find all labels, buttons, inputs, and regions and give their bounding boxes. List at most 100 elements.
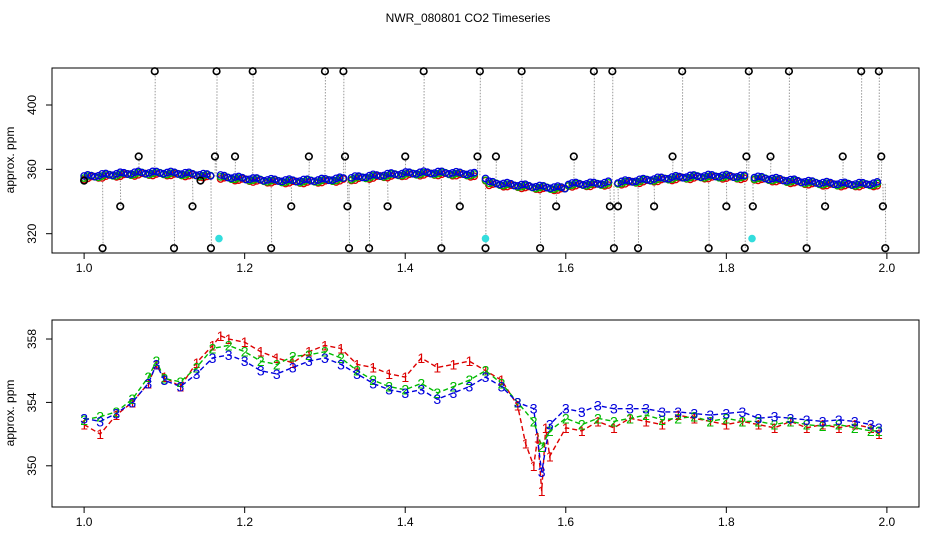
measurement-point <box>234 172 243 181</box>
measurement-point <box>177 170 186 178</box>
series-marker-2: 2 <box>674 410 682 426</box>
measurement-point <box>252 174 261 182</box>
connector-line <box>459 173 461 207</box>
x-tick-label: 1.6 <box>557 515 574 529</box>
series-marker-2: 2 <box>803 417 811 433</box>
outlier-point <box>740 244 749 253</box>
series-marker-3: 3 <box>209 350 217 366</box>
measurement-point <box>455 168 464 177</box>
measurement-point <box>127 170 135 178</box>
measurement-point <box>281 176 290 184</box>
measurement-point <box>711 172 720 181</box>
series-marker-3: 3 <box>273 366 281 382</box>
series-marker-3: 3 <box>321 350 329 366</box>
measurement-point <box>729 173 738 182</box>
series-marker-1: 1 <box>542 420 550 436</box>
series-marker-2: 2 <box>819 418 827 434</box>
series-marker-1: 1 <box>449 356 457 372</box>
series-marker-2: 2 <box>482 363 490 379</box>
measurement-point <box>148 167 157 176</box>
series-marker-1: 1 <box>562 420 570 436</box>
connector-line <box>479 71 481 176</box>
series-marker-2: 2 <box>594 410 602 426</box>
measurement-point <box>590 178 598 187</box>
series-marker-2: 2 <box>738 413 746 429</box>
outlier-point <box>649 202 659 211</box>
measurement-point <box>199 169 208 178</box>
measurement-point <box>496 180 504 189</box>
measurement-point <box>804 176 813 185</box>
top-x-axis: 1.0 1.2 1.4 1.6 1.8 2.0 <box>76 253 896 275</box>
series-marker-3: 3 <box>417 382 425 398</box>
series-marker-3: 3 <box>538 464 546 480</box>
measurement-point <box>833 180 842 189</box>
outlier-point <box>605 202 615 211</box>
measurement-point <box>91 172 99 181</box>
measurement-point <box>686 171 695 180</box>
measurement-point <box>394 171 403 179</box>
measurement-point <box>492 179 501 188</box>
measurement-point <box>434 167 442 176</box>
measurement-point <box>557 183 566 191</box>
measurement-point <box>765 175 773 184</box>
series-marker-2: 2 <box>433 385 441 401</box>
series-marker-3: 3 <box>738 404 746 420</box>
connector-line <box>216 71 218 177</box>
outlier-point <box>134 152 143 161</box>
connector-line <box>744 177 746 249</box>
series-marker-3: 3 <box>875 420 883 436</box>
measurement-point <box>722 170 731 179</box>
series-marker-1: 1 <box>466 353 474 369</box>
outlier-point <box>304 152 313 161</box>
series-marker-1: 1 <box>514 398 522 414</box>
measurement-point <box>840 178 849 187</box>
measurement-point <box>593 180 602 188</box>
measurement-point <box>365 171 374 180</box>
series-marker-1: 1 <box>706 413 714 429</box>
series-marker-1: 1 <box>321 337 329 353</box>
series-marker-2: 2 <box>177 374 185 390</box>
series-marker-2: 2 <box>498 375 506 391</box>
series-marker-2: 2 <box>289 348 297 364</box>
outlier-point <box>874 67 883 76</box>
series-marker-2: 2 <box>337 350 345 366</box>
connector-line <box>521 71 523 187</box>
series-marker-3: 3 <box>128 394 136 410</box>
measurement-point <box>430 169 439 177</box>
series-marker-2: 2 <box>160 371 168 387</box>
measurement-point <box>524 182 533 190</box>
series-marker-1: 1 <box>594 413 602 429</box>
x-tick-label: 1.6 <box>557 261 574 275</box>
measurement-point <box>819 178 827 187</box>
measurement-point <box>109 171 117 180</box>
outlier-point <box>340 152 350 161</box>
series-marker-1: 1 <box>546 448 554 464</box>
series-marker-1: 1 <box>522 436 530 452</box>
measurement-point <box>260 176 268 185</box>
series-marker-1: 1 <box>112 407 120 423</box>
measurement-point <box>206 172 215 180</box>
series-marker-2: 2 <box>690 409 698 425</box>
measurement-point <box>188 170 197 178</box>
connector-line <box>440 173 443 249</box>
x-tick-label: 1.8 <box>718 515 735 529</box>
outlier-point <box>210 152 220 161</box>
measurement-point <box>650 175 658 183</box>
connector-line <box>154 71 156 174</box>
series-marker-2: 2 <box>112 404 120 420</box>
series-marker-1: 1 <box>289 355 297 371</box>
measurement-point <box>848 181 856 189</box>
measurement-point <box>437 167 446 176</box>
measurement-point <box>528 183 537 192</box>
measurement-point <box>671 171 680 180</box>
connector-line <box>748 71 750 178</box>
series-marker-3: 3 <box>401 385 409 401</box>
series-marker-1: 1 <box>658 417 666 433</box>
measurement-point <box>811 179 820 187</box>
measurement-point <box>786 175 795 184</box>
measurement-point <box>223 173 232 182</box>
series-marker-2: 2 <box>610 413 618 429</box>
outlier-point <box>766 152 775 161</box>
series-marker-1: 1 <box>273 350 281 366</box>
connector-line <box>788 71 790 181</box>
